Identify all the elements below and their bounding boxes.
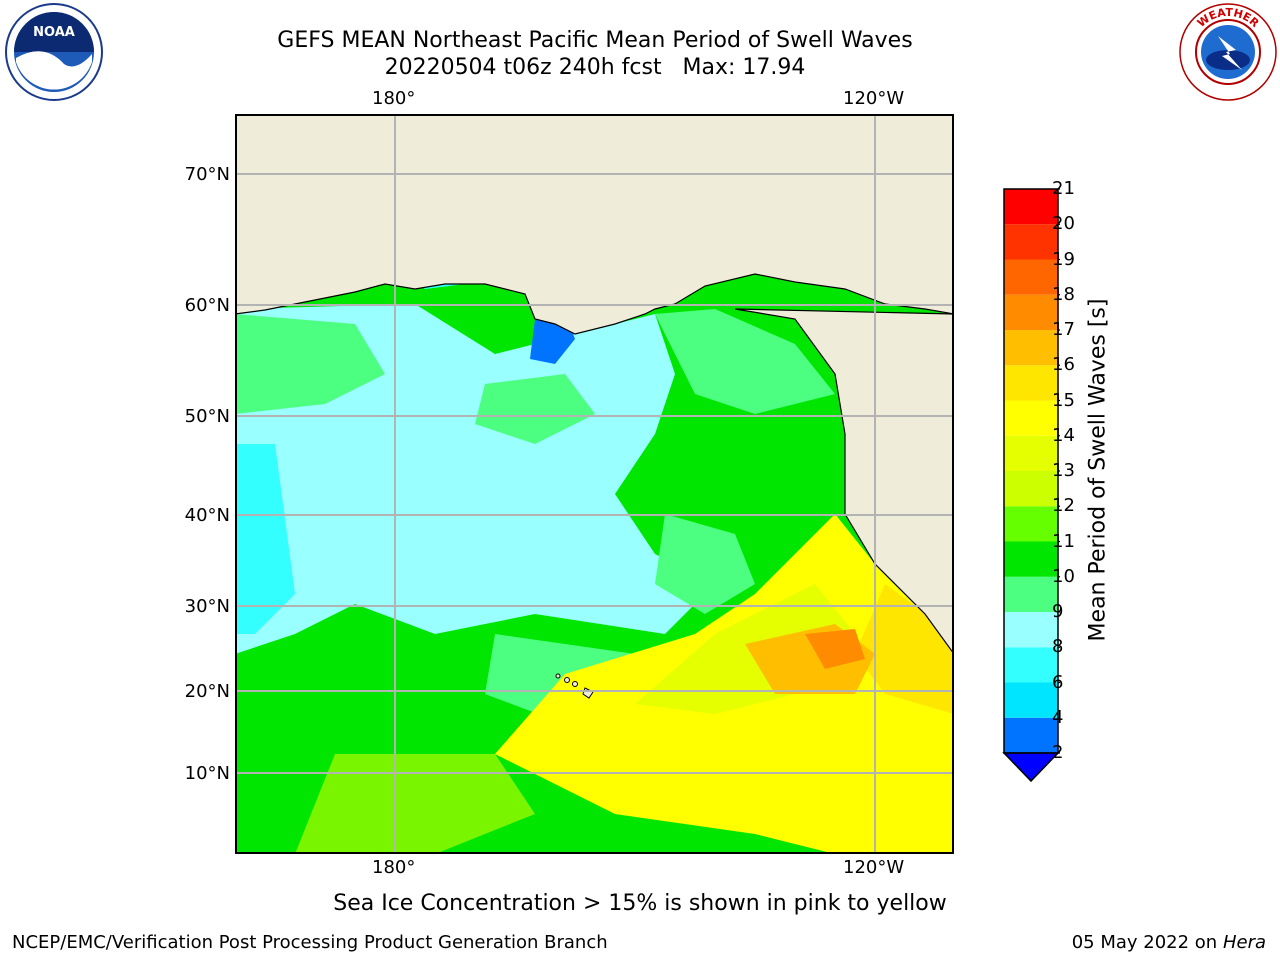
lat-label-10n: 10°N xyxy=(184,763,230,784)
land-north-america xyxy=(734,308,954,656)
colorbar-swatch xyxy=(1004,294,1058,330)
nws-logo: WEATHER xyxy=(1179,3,1277,101)
colorbar-tick-label: 15 xyxy=(1052,389,1075,411)
colorbar-swatch xyxy=(1004,612,1058,648)
colorbar-tick-label: 9 xyxy=(1052,601,1064,622)
graticule xyxy=(235,114,954,854)
colorbar-tick-label: 6 xyxy=(1052,671,1064,693)
colorbar-tick-label: 8 xyxy=(1052,636,1064,658)
colorbar-tick-label: 10 xyxy=(1052,565,1075,587)
sea-ice-note: Sea Ice Concentration > 15% is shown in … xyxy=(333,891,947,916)
land-north xyxy=(235,114,954,335)
field-12s-south xyxy=(295,754,535,854)
plot-title: GEFS MEAN Northeast Pacific Mean Period … xyxy=(277,28,913,53)
field-10s-d xyxy=(655,514,755,614)
colorbar-tick-label: 2 xyxy=(1052,742,1064,763)
colorbar-swatch xyxy=(1004,365,1058,401)
colorbar-swatch xyxy=(1004,189,1058,225)
lon-label-top-120w: 120°W xyxy=(843,88,905,109)
colorbar-swatch xyxy=(1004,330,1058,366)
swell-period-map xyxy=(235,114,954,854)
colorbar-tick-label: 17 xyxy=(1052,319,1075,340)
colorbar-tick-label: 14 xyxy=(1052,424,1075,446)
colorbar-swatch xyxy=(1004,224,1058,260)
noaa-logo: NOAA xyxy=(5,3,103,101)
colorbar-tick-label: 12 xyxy=(1052,495,1075,517)
colorbar-tick-label: 21 xyxy=(1052,178,1075,199)
colorbar-swatch xyxy=(1004,647,1058,683)
field-10s-a xyxy=(475,374,595,444)
lat-label-70n: 70°N xyxy=(184,164,230,185)
run-date: 05 May 2022 on Hera xyxy=(1071,932,1266,953)
lat-label-40n: 40°N xyxy=(184,505,230,526)
colorbar-tick-label: 16 xyxy=(1052,354,1075,376)
colorbar xyxy=(1002,188,1060,783)
field-10s-b xyxy=(655,309,835,414)
lat-label-30n: 30°N xyxy=(184,596,230,617)
colorbar-swatch xyxy=(1004,435,1058,471)
map-frame xyxy=(235,114,954,854)
lon-label-top-180: 180° xyxy=(372,88,416,109)
colorbar-tick-label: 19 xyxy=(1052,248,1075,270)
colorbar-tick-label: 18 xyxy=(1052,283,1075,305)
colorbar-tick-label: 4 xyxy=(1052,706,1064,728)
colorbar-swatch xyxy=(1004,717,1058,753)
field-10s-c xyxy=(235,314,385,414)
field-8s-west xyxy=(235,444,295,634)
colorbar-tick-label: 11 xyxy=(1052,530,1075,552)
colorbar-title: Mean Period of Swell Waves [s] xyxy=(1085,298,1111,642)
colorbar-swatch xyxy=(1004,506,1058,542)
plot-subtitle: 20220504 t06z 240h fcst Max: 17.94 xyxy=(384,55,806,80)
lon-label-bottom-120w: 120°W xyxy=(843,857,905,878)
colorbar-tick-label: 13 xyxy=(1052,460,1075,481)
colorbar-swatch xyxy=(1004,682,1058,718)
colorbar-swatch xyxy=(1004,541,1058,577)
colorbar-swatch xyxy=(1004,400,1058,436)
credit-text: NCEP/EMC/Verification Post Processing Pr… xyxy=(12,932,608,953)
lat-label-50n: 50°N xyxy=(184,406,230,427)
lat-label-20n: 20°N xyxy=(184,681,230,702)
colorbar-tick-label: 20 xyxy=(1052,213,1075,235)
field-17s xyxy=(805,629,865,669)
machine-name: Hera xyxy=(1222,932,1266,953)
svg-text:NOAA: NOAA xyxy=(33,25,75,40)
colorbar-swatch xyxy=(1004,471,1058,507)
colorbar-swatch xyxy=(1004,259,1058,295)
lat-label-60n: 60°N xyxy=(184,295,230,316)
colorbar-extend-triangle xyxy=(1002,752,1060,783)
field-9s-west xyxy=(235,304,715,654)
lon-label-bottom-180: 180° xyxy=(372,857,416,878)
colorbar-swatch xyxy=(1004,576,1058,612)
